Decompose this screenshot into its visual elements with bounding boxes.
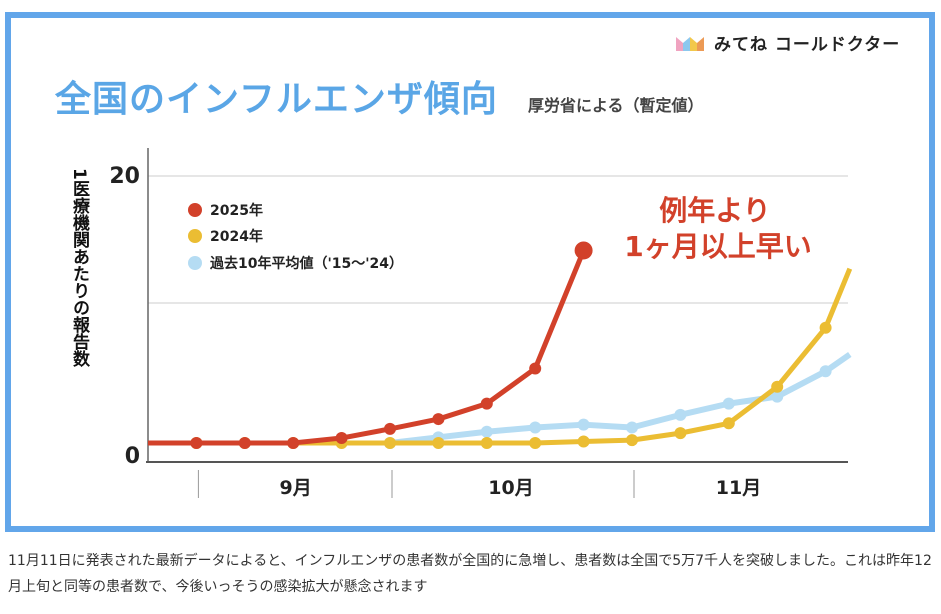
data-point bbox=[722, 397, 735, 410]
data-point bbox=[480, 397, 493, 410]
data-point bbox=[577, 418, 590, 431]
x-tick-label: 10月 bbox=[488, 477, 533, 499]
legend-marker bbox=[188, 203, 202, 217]
data-point bbox=[626, 421, 638, 434]
data-point bbox=[480, 436, 493, 449]
page-subtitle: 厚労省による（暫定値） bbox=[528, 96, 704, 115]
caption-text: 11月11日に発表された最新データによると、インフルエンザの患者数が全国的に急増… bbox=[8, 553, 932, 595]
legend-label: 過去10年平均値（'15〜'24） bbox=[209, 255, 403, 272]
legend-marker bbox=[188, 256, 202, 270]
data-point bbox=[771, 390, 784, 403]
data-point bbox=[238, 436, 251, 449]
data-point bbox=[819, 365, 832, 378]
annotation-line: 1ヶ月以上早い bbox=[624, 230, 811, 263]
data-point bbox=[771, 380, 784, 393]
y-tick-label: 20 bbox=[109, 164, 140, 189]
logo-icon bbox=[676, 36, 704, 51]
y-axis-label: 1医療機関あたりの報告数 bbox=[69, 168, 89, 367]
line-chart: 20 0 9月 10月 11月 2025年 2024年 過去10年平均値（'15〜'… bbox=[109, 148, 853, 499]
x-tick-label: 11月 bbox=[716, 477, 761, 499]
brand-logo: みてね コールドクター bbox=[676, 30, 900, 55]
data-point bbox=[819, 321, 832, 334]
x-tick-label: 9月 bbox=[280, 477, 312, 499]
page-title: 全国のインフルエンザ傾向 bbox=[55, 79, 498, 120]
data-point bbox=[384, 436, 396, 449]
data-point bbox=[335, 432, 348, 445]
data-point bbox=[529, 436, 542, 449]
data-point bbox=[384, 422, 396, 435]
data-point bbox=[577, 435, 590, 448]
legend-label: 2025年 bbox=[210, 202, 263, 219]
data-point bbox=[674, 427, 687, 440]
data-point bbox=[287, 436, 300, 449]
data-point bbox=[432, 413, 445, 426]
series-line bbox=[148, 249, 586, 446]
data-point bbox=[674, 408, 687, 421]
data-point bbox=[529, 362, 542, 375]
legend-label: 2024年 bbox=[210, 228, 263, 245]
data-point bbox=[722, 417, 735, 430]
brand-name: みてね コールドクター bbox=[714, 35, 901, 55]
annotation-line: 例年より bbox=[659, 194, 770, 227]
y-tick-label: 0 bbox=[125, 444, 140, 469]
data-point bbox=[574, 241, 593, 260]
legend: 2025年 2024年 過去10年平均値（'15〜'24） bbox=[188, 202, 403, 272]
data-point bbox=[432, 436, 445, 449]
data-point bbox=[190, 436, 203, 449]
legend-marker bbox=[188, 229, 202, 243]
data-point bbox=[480, 425, 493, 438]
series-line bbox=[148, 267, 853, 446]
data-point bbox=[529, 421, 542, 434]
data-point bbox=[626, 434, 638, 447]
